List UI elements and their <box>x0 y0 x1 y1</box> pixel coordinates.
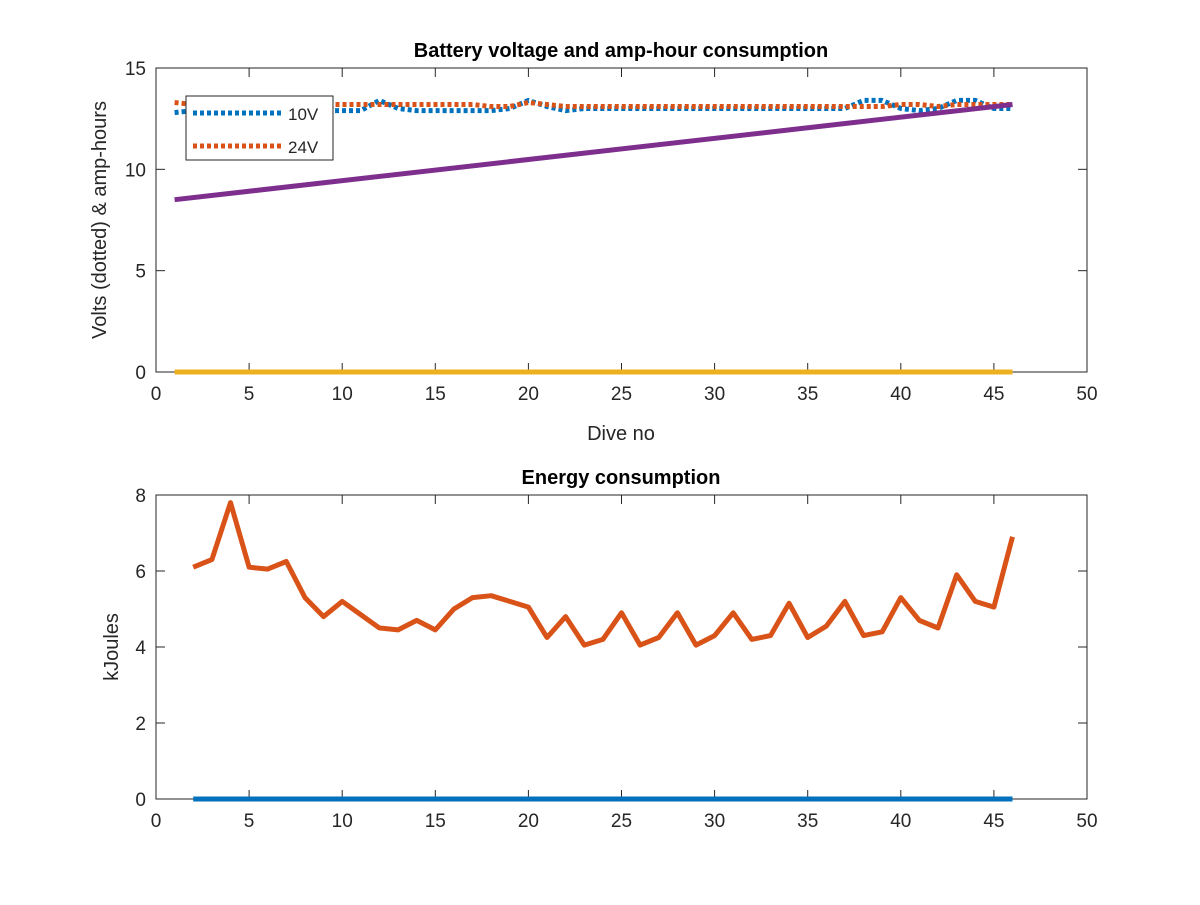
y-tick-label: 2 <box>135 714 146 735</box>
bottom-y-axis-label: kJoules <box>101 613 123 681</box>
bottom-y-ticks: 0 2 4 6 8 <box>135 486 1087 811</box>
x-tick-label: 20 <box>518 384 539 405</box>
bottom-chart-title: Energy consumption <box>522 467 721 489</box>
legend-box <box>185 95 334 161</box>
x-tick-label: 45 <box>983 811 1004 832</box>
x-tick-label: 15 <box>425 384 446 405</box>
x-tick-label: 5 <box>244 384 255 405</box>
x-tick-label: 0 <box>151 811 162 832</box>
series-line-line-2 <box>174 102 1013 203</box>
y-tick-label: 10 <box>125 160 146 181</box>
top-chart-title: Battery voltage and amp-hour consumption <box>414 40 828 62</box>
bottom-axes: 0 5 10 15 20 25 30 35 40 45 50 0 2 4 6 8 Energy consum… <box>101 467 1098 832</box>
bottom-series <box>192 500 1015 802</box>
x-tick-label: 15 <box>425 811 446 832</box>
x-tick-label: 20 <box>518 811 539 832</box>
bottom-plot-box <box>155 494 1088 800</box>
top-x-ticks: 0 5 10 15 20 25 30 35 40 45 50 <box>151 68 1098 405</box>
x-tick-label: 30 <box>704 811 725 832</box>
x-tick-label: 0 <box>151 384 162 405</box>
x-tick-label: 10 <box>332 811 353 832</box>
bottom-x-ticks: 0 5 10 15 20 25 30 35 40 45 50 <box>151 495 1098 832</box>
y-tick-label: 15 <box>125 59 146 80</box>
legend-label-10v: 10V <box>288 105 319 124</box>
y-tick-label: 0 <box>135 790 146 811</box>
top-axes: 0 5 10 15 20 25 30 35 40 45 50 0 5 10 15 Battery volt… <box>89 40 1098 445</box>
y-tick-label: 4 <box>135 638 146 659</box>
top-legend: 10V 24V <box>185 95 334 161</box>
series-line-line-0 <box>192 500 1015 648</box>
x-tick-label: 50 <box>1076 384 1097 405</box>
top-y-ticks: 0 5 10 15 <box>125 59 1087 384</box>
x-tick-label: 30 <box>704 384 725 405</box>
y-tick-label: 5 <box>135 262 146 283</box>
x-tick-label: 25 <box>611 811 632 832</box>
y-tick-label: 0 <box>135 363 146 384</box>
y-tick-label: 8 <box>135 486 146 507</box>
x-tick-label: 40 <box>890 811 911 832</box>
x-tick-label: 10 <box>332 384 353 405</box>
x-tick-label: 45 <box>983 384 1004 405</box>
x-tick-label: 5 <box>244 811 255 832</box>
x-tick-label: 35 <box>797 811 818 832</box>
top-y-axis-label: Volts (dotted) & amp-hours <box>89 101 111 339</box>
x-tick-label: 50 <box>1076 811 1097 832</box>
top-x-axis-label: Dive no <box>587 423 655 445</box>
x-tick-label: 40 <box>890 384 911 405</box>
legend-label-24v: 24V <box>288 138 319 157</box>
y-tick-label: 6 <box>135 562 146 583</box>
x-tick-label: 25 <box>611 384 632 405</box>
x-tick-label: 35 <box>797 384 818 405</box>
